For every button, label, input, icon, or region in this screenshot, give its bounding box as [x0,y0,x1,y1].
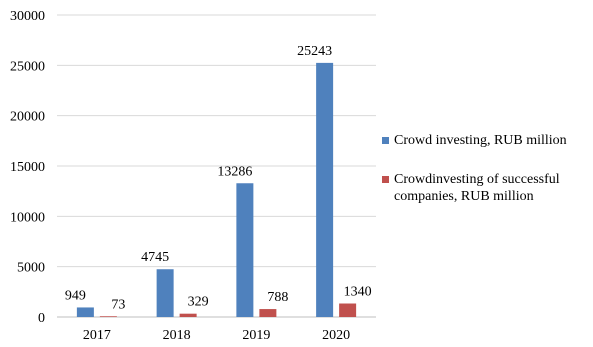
legend: Crowd investing, RUB million Crowdinvest… [382,132,590,227]
legend-item-crowd-investing: Crowd investing, RUB million [382,132,590,149]
legend-swatch-crowd-investing [382,137,389,144]
legend-swatch-successful-companies [382,176,389,183]
data-label-crowd-investing-2019: 13286 [217,164,252,179]
data-label-successful-companies-2019: 788 [267,290,288,305]
data-label-successful-companies-2018: 329 [188,295,209,310]
y-tick-label: 0 [38,311,45,326]
bar-crowd-investing-2017 [76,307,94,317]
legend-label-successful-companies: Crowdinvesting of successful companies, … [394,172,560,204]
bar-crowd-investing-2019 [236,183,254,317]
data-label-crowd-investing-2018: 4745 [141,250,169,265]
y-tick-label: 30000 [10,9,45,24]
bar-successful-companies-2018 [179,313,197,317]
y-tick-label: 5000 [17,261,45,276]
bar-successful-companies-2019 [259,309,277,317]
x-tick-label: 2019 [242,328,270,343]
bar-crowd-investing-2020 [316,62,334,318]
y-tick-label: 15000 [10,160,45,175]
y-tick-label: 25000 [10,59,45,74]
bar-successful-companies-2017 [99,316,117,317]
data-label-successful-companies-2017: 73 [111,297,125,312]
x-tick-label: 2020 [322,328,350,343]
legend-label-crowd-investing: Crowd investing, RUB million [394,133,567,148]
legend-item-successful-companies: Crowdinvesting of successful companies, … [382,171,590,205]
data-label-crowd-investing-2017: 949 [65,288,86,303]
bar-crowd-investing-2018 [156,269,174,317]
data-label-successful-companies-2020: 1340 [344,285,372,300]
y-tick-label: 10000 [10,210,45,225]
bar-successful-companies-2020 [339,303,357,317]
x-tick-label: 2018 [163,328,191,343]
data-label-crowd-investing-2020: 25243 [297,44,332,59]
x-tick-label: 2017 [83,328,111,343]
y-tick-label: 20000 [10,110,45,125]
